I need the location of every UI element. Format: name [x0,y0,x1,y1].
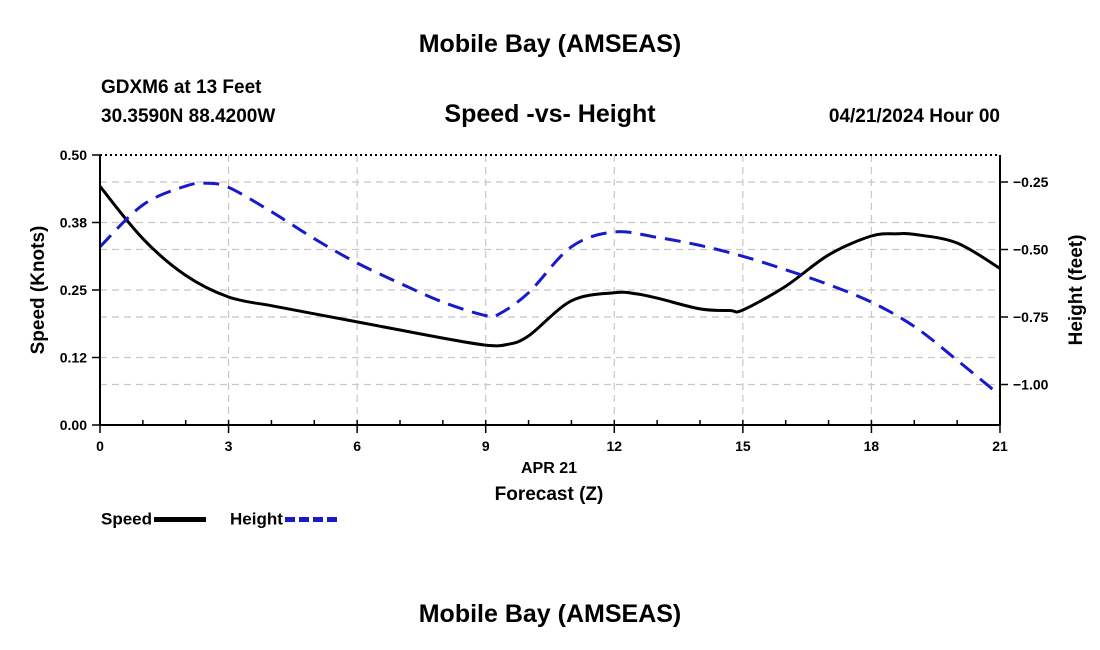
legend-height: Height [230,509,337,530]
x-tick-label: 9 [482,438,490,454]
chart-title: Mobile Bay (AMSEAS) [418,30,682,58]
y-axis-left-title: Speed (Knots) [28,226,49,355]
y-left-tick-label: 0.50 [60,147,87,163]
y-right-tick-label: −0.25 [1013,174,1049,190]
y-left-tick-label: 0.38 [60,215,87,231]
legend-height-swatch [284,517,337,523]
legend-speed: Speed [101,509,207,530]
footer-title: Mobile Bay (AMSEAS) [418,600,682,628]
x-tick-label: 21 [992,438,1008,454]
x-tick-label: 18 [864,438,880,454]
chart-subtitle: Speed -vs- Height [444,100,656,128]
x-axis-date-label: APR 21 [521,460,577,477]
x-tick-label: 12 [606,438,622,454]
x-tick-label: 6 [353,438,361,454]
series-line-speed [98,185,1001,348]
axes: 0 3 6 9 12 15 18 21 0.00 0.12 0.25 0.38 0.50 −0.25 −0.… [60,147,1049,454]
y-left-tick-label: 0.00 [60,417,87,433]
legend-speed-label: Speed [101,509,153,529]
station-label: GDXM6 at 13 Feet [101,77,262,98]
station-coordinates: 30.3590N 88.4200W [101,106,276,127]
speed-height-chart: 0 3 6 9 12 15 18 21 0.00 0.12 0.25 0.38 0.50 −0.25 −0.… [28,147,1087,505]
legend-height-label: Height [230,509,283,529]
y-left-tick-label: 0.25 [60,282,87,298]
axis-labels: APR 21 Forecast (Z) Speed (Knots) Height… [28,226,1087,505]
grid [100,155,1000,425]
x-tick-label: 3 [225,438,233,454]
y-right-tick-label: −1.00 [1013,377,1049,393]
x-tick-label: 0 [96,438,104,454]
series-layer [98,181,1001,397]
x-axis-title: Forecast (Z) [495,484,604,505]
y-right-tick-label: −0.50 [1013,242,1049,258]
x-tick-label: 15 [735,438,751,454]
y-axis-right-title: Height (feet) [1066,235,1087,346]
forecast-datetime: 04/21/2024 Hour 00 [828,106,1000,127]
series-line-height [98,181,1001,397]
y-left-tick-label: 0.12 [60,350,87,366]
y-right-tick-label: −0.75 [1013,309,1049,325]
legend-speed-swatch [154,517,207,523]
